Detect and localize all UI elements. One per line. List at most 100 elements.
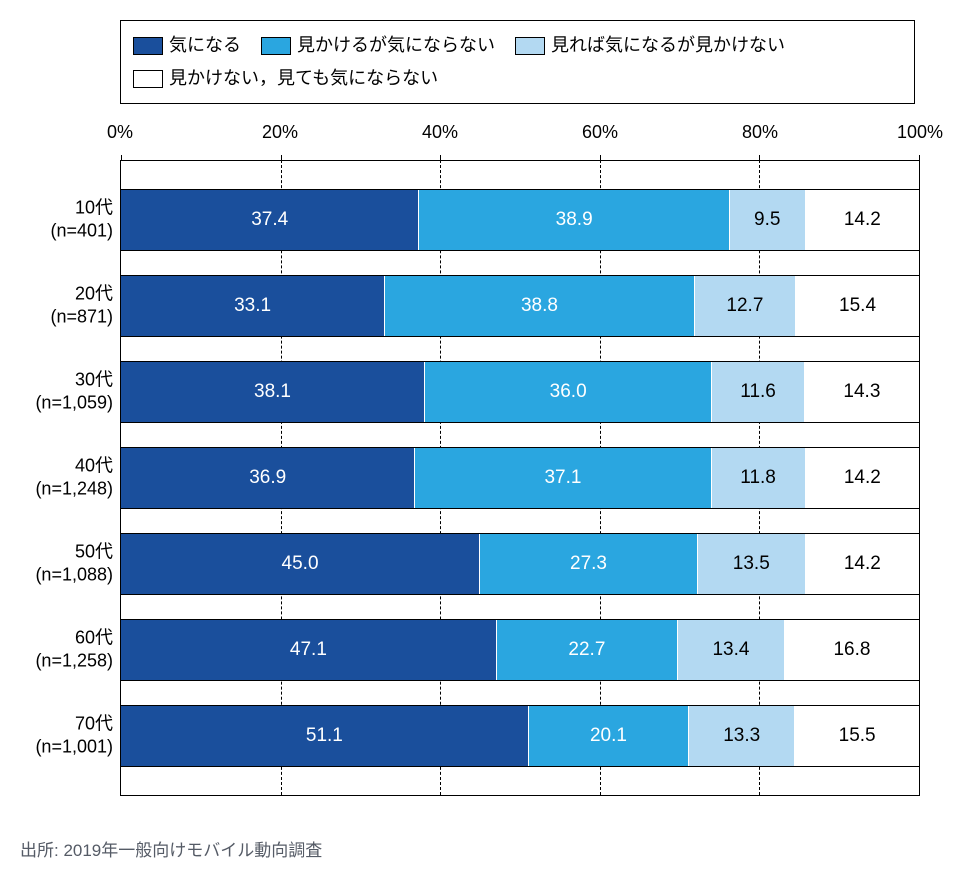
axis-tick-label: 80%: [742, 122, 778, 143]
bar-segment: 12.7: [695, 276, 796, 336]
bar-row: 50代(n=1,088)45.027.313.514.2: [121, 527, 919, 601]
bar-row: 10代(n=401)37.438.99.514.2: [121, 183, 919, 257]
segment-value: 14.2: [844, 209, 881, 231]
segment-value: 14.2: [844, 467, 881, 489]
legend-label: 見かけない，見ても気にならない: [169, 68, 438, 88]
bar-segment: 13.5: [698, 534, 806, 594]
bar-track: 36.9 37.1 11.8 14.2: [121, 447, 919, 509]
bar-segment: 27.3: [480, 534, 698, 594]
bar-segment: 9.5: [730, 190, 806, 250]
bar-segment: 36.0: [425, 362, 712, 422]
bar-row: 70代(n=1,001)51.120.113.315.5: [121, 699, 919, 773]
row-label: 40代(n=1,248): [0, 454, 113, 501]
legend-item: 気になる: [133, 29, 241, 61]
axis-tick-label: 40%: [422, 122, 458, 143]
bar-segment: 14.2: [806, 190, 919, 250]
segment-value: 36.0: [550, 381, 587, 403]
bar-segment: 22.7: [497, 620, 678, 680]
bar-segment: 15.5: [795, 706, 919, 766]
bar-row: 60代(n=1,258)47.122.713.416.8: [121, 613, 919, 687]
segment-value: 11.8: [740, 467, 776, 489]
bar-segment: 38.8: [385, 276, 695, 336]
segment-value: 11.6: [740, 381, 776, 403]
bar-segment: 14.2: [806, 448, 919, 508]
bar-segment: 13.3: [689, 706, 795, 766]
row-label: 20代(n=871): [0, 282, 113, 329]
row-label: 30代(n=1,059): [0, 368, 113, 415]
legend-item: 見れば気になるが見かけない: [515, 29, 785, 61]
bar-row: 40代(n=1,248)36.937.111.814.2: [121, 441, 919, 515]
bar-segment: 37.4: [121, 190, 419, 250]
bar-segment: 36.9: [121, 448, 415, 508]
segment-value: 27.3: [570, 553, 607, 575]
legend-swatch: [133, 70, 163, 88]
bar-segment: 38.9: [419, 190, 729, 250]
row-label: 60代(n=1,258): [0, 626, 113, 673]
legend-label: 見かけるが気にならない: [297, 35, 495, 55]
legend-item: 見かけない，見ても気にならない: [133, 62, 438, 94]
legend-item: 見かけるが気にならない: [261, 29, 495, 61]
bar-track: 33.1 38.8 12.7 15.4: [121, 275, 919, 337]
segment-value: 14.3: [843, 381, 880, 403]
bar-segment: 20.1: [529, 706, 689, 766]
segment-value: 16.8: [833, 639, 870, 661]
segment-value: 38.1: [254, 381, 291, 403]
bar-track: 38.1 36.0 11.6 14.3: [121, 361, 919, 423]
bar-segment: 16.8: [785, 620, 919, 680]
bar-row: 20代(n=871)33.138.812.715.4: [121, 269, 919, 343]
bar-segment: 37.1: [415, 448, 711, 508]
segment-value: 15.5: [839, 725, 876, 747]
segment-value: 13.5: [733, 553, 770, 575]
legend-swatch: [261, 37, 291, 55]
axis-tick-label: 100%: [897, 122, 943, 143]
bar-segment: 14.2: [806, 534, 919, 594]
segment-value: 15.4: [839, 295, 876, 317]
bar-segment: 15.4: [796, 276, 919, 336]
segment-value: 37.1: [544, 467, 581, 489]
plot-area: 10代(n=401)37.438.99.514.220代(n=871)33.13…: [120, 160, 920, 796]
segment-value: 47.1: [290, 639, 327, 661]
axis-tick-label: 0%: [107, 122, 133, 143]
x-axis: 0%20%40%60%80%100%: [120, 122, 920, 150]
segment-value: 22.7: [568, 639, 605, 661]
legend-swatch: [133, 37, 163, 55]
bar-segment: 13.4: [678, 620, 785, 680]
segment-value: 12.7: [726, 295, 763, 317]
segment-value: 13.3: [723, 725, 760, 747]
axis-tick-label: 60%: [582, 122, 618, 143]
segment-value: 33.1: [234, 295, 271, 317]
row-label: 50代(n=1,088): [0, 540, 113, 587]
segment-value: 36.9: [249, 467, 286, 489]
segment-value: 13.4: [712, 639, 749, 661]
bar-segment: 38.1: [121, 362, 425, 422]
bar-segment: 51.1: [121, 706, 529, 766]
axis-tick-label: 20%: [262, 122, 298, 143]
source-note: 出所: 2019年一般向けモバイル動向調査: [20, 836, 940, 861]
segment-value: 51.1: [306, 725, 343, 747]
bar-segment: 33.1: [121, 276, 385, 336]
bar-segment: 11.6: [712, 362, 805, 422]
bar-track: 51.1 20.1 13.3 15.5: [121, 705, 919, 767]
segment-value: 9.5: [754, 209, 780, 231]
segment-value: 37.4: [251, 209, 288, 231]
legend-label: 気になる: [169, 35, 241, 55]
bar-segment: 45.0: [121, 534, 480, 594]
legend-swatch: [515, 37, 545, 55]
segment-value: 38.8: [521, 295, 558, 317]
segment-value: 20.1: [590, 725, 627, 747]
bar-track: 47.1 22.7 13.4 16.8: [121, 619, 919, 681]
bar-segment: 14.3: [805, 362, 919, 422]
stacked-bar-chart: 0%20%40%60%80%100% 10代(n=401)37.438.99.5…: [120, 122, 920, 796]
segment-value: 14.2: [844, 553, 881, 575]
legend-label: 見れば気になるが見かけない: [551, 35, 785, 55]
bar-segment: 11.8: [712, 448, 806, 508]
bar-row: 30代(n=1,059)38.136.011.614.3: [121, 355, 919, 429]
row-label: 10代(n=401): [0, 196, 113, 243]
bar-segment: 47.1: [121, 620, 497, 680]
bar-track: 45.0 27.3 13.5 14.2: [121, 533, 919, 595]
bar-track: 37.4 38.9 9.5 14.2: [121, 189, 919, 251]
row-label: 70代(n=1,001): [0, 712, 113, 759]
legend: 気になる 見かけるが気にならない 見れば気になるが見かけない見かけない，見ても気にな…: [120, 20, 915, 104]
segment-value: 38.9: [556, 209, 593, 231]
segment-value: 45.0: [282, 553, 319, 575]
